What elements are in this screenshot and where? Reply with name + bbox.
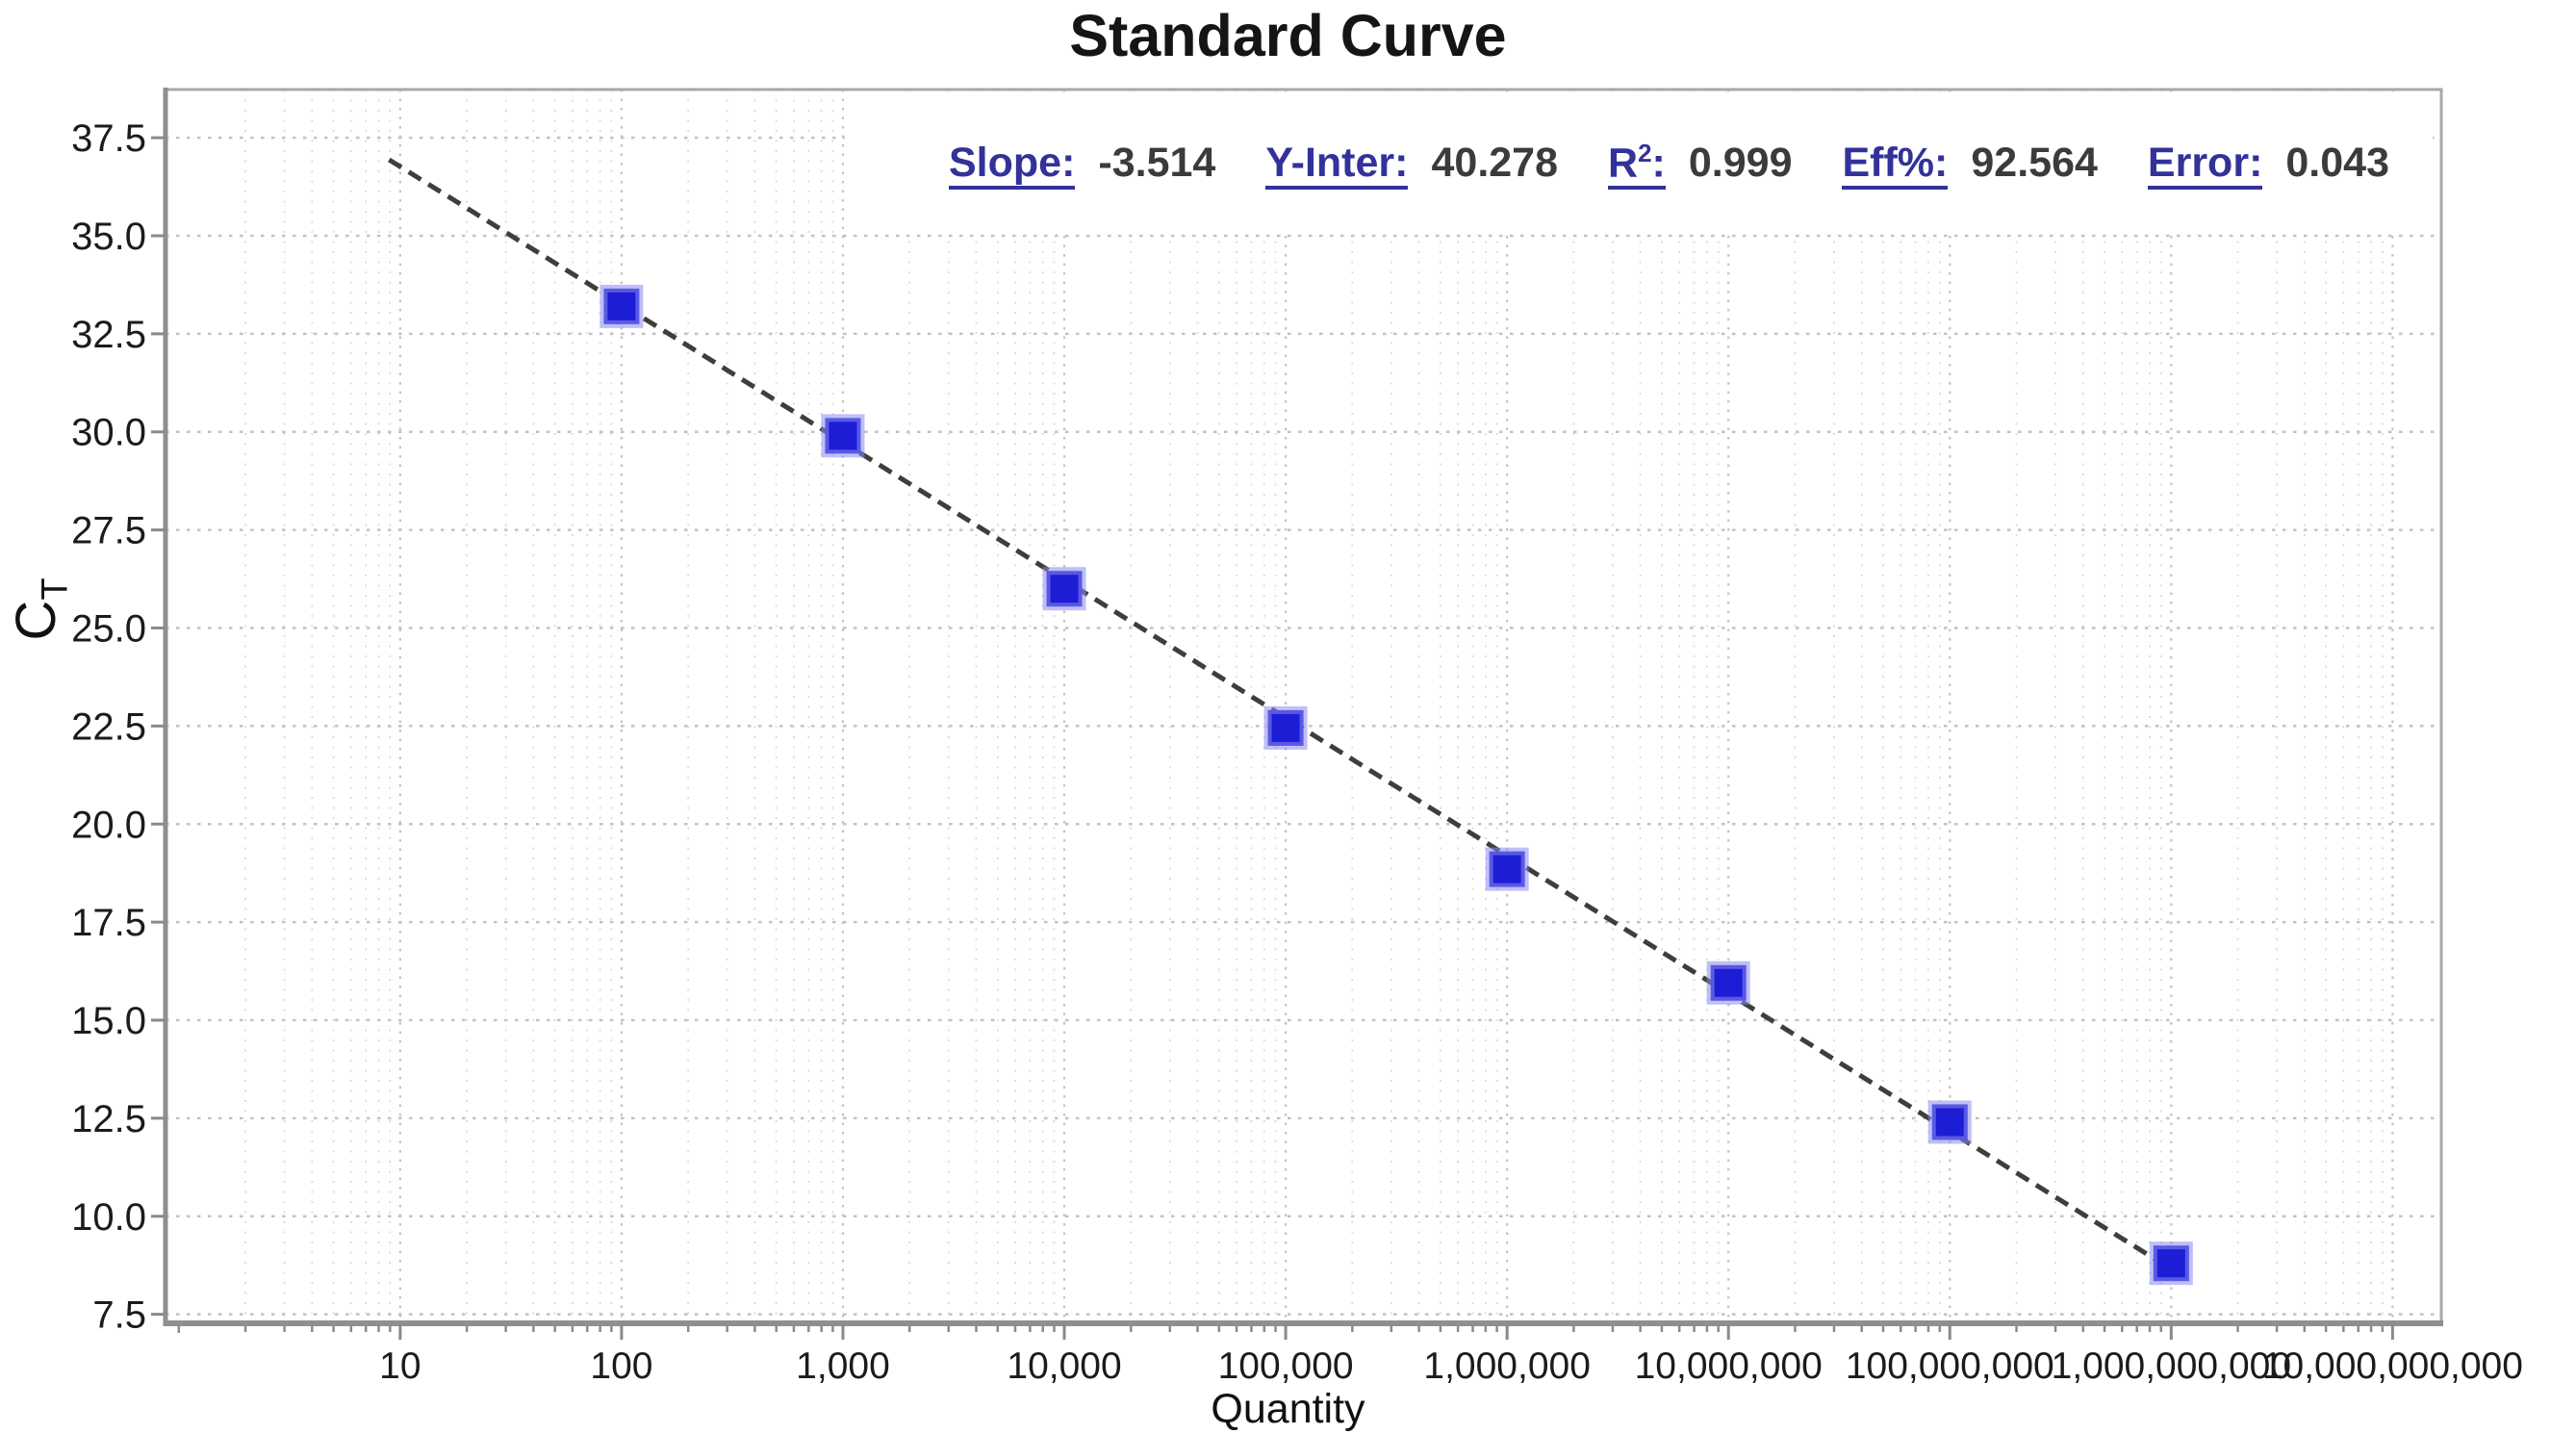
stat-pair: R2: 0.999 xyxy=(1608,139,1793,191)
x-axis-label: Quantity xyxy=(1211,1386,1365,1432)
y-tick-label: 30.0 xyxy=(71,412,146,454)
y-tick-label: 20.0 xyxy=(71,804,146,846)
data-point-marker xyxy=(1706,960,1750,1005)
stat-value: 40.278 xyxy=(1431,139,1559,186)
data-point-marker xyxy=(1042,567,1086,611)
stat-pair: Slope: -3.514 xyxy=(949,139,1216,191)
stat-value: 0.999 xyxy=(1688,139,1793,186)
y-tick-label: 37.5 xyxy=(71,117,146,160)
x-tick-label: 10,000,000,000 xyxy=(2262,1345,2523,1387)
stat-value: 0.043 xyxy=(2285,139,2389,186)
x-tick-label: 1,000,000 xyxy=(1423,1345,1591,1387)
chart-title: Standard Curve xyxy=(1069,3,1507,68)
data-point-marker xyxy=(599,284,644,328)
stat-pair: Error: 0.043 xyxy=(2147,139,2389,191)
y-tick-label: 22.5 xyxy=(71,705,146,748)
y-tick-label: 17.5 xyxy=(71,902,146,944)
stat-label: Y-Inter: xyxy=(1265,141,1409,191)
stat-label: Eff%: xyxy=(1842,141,1949,191)
data-point-marker xyxy=(1485,847,1529,891)
x-tick-label: 10,000,000 xyxy=(1635,1345,1823,1387)
y-axis-label-main: C xyxy=(5,600,67,641)
data-point-marker xyxy=(1263,705,1308,750)
y-axis-label: CT xyxy=(3,527,76,691)
x-tick-label: 100,000 xyxy=(1218,1345,1354,1387)
x-tick-label: 100,000,000 xyxy=(1846,1345,2054,1387)
x-tick-label: 1,000,000,000 xyxy=(2052,1345,2291,1387)
y-tick-label: 27.5 xyxy=(71,510,146,552)
x-tick-label: 1,000 xyxy=(796,1345,890,1387)
data-point-marker xyxy=(1927,1100,1972,1144)
stat-pair: Y-Inter: 40.278 xyxy=(1265,139,1559,191)
y-tick-label: 12.5 xyxy=(71,1098,146,1140)
stat-label: Slope: xyxy=(949,141,1076,191)
y-tick-label: 7.5 xyxy=(92,1294,146,1337)
y-tick-label: 10.0 xyxy=(71,1196,146,1239)
x-tick-label: 100 xyxy=(590,1345,652,1387)
regression-stats: Slope: -3.514 Y-Inter: 40.278 R2: 0.999 Eff%: 9… xyxy=(845,96,2433,233)
stat-label: R2: xyxy=(1608,140,1666,191)
stat-value: -3.514 xyxy=(1098,139,1216,186)
stat-pair: Eff%: 92.564 xyxy=(1842,139,2098,191)
y-tick-label: 32.5 xyxy=(71,314,146,356)
y-tick-label: 35.0 xyxy=(71,216,146,258)
x-tick-label: 10,000 xyxy=(1007,1345,1121,1387)
x-tick-label: 10 xyxy=(379,1345,421,1387)
data-point-marker xyxy=(821,414,865,458)
y-tick-label: 25.0 xyxy=(71,607,146,650)
y-axis-label-sub: T xyxy=(35,577,76,601)
data-point-marker xyxy=(2149,1242,2193,1286)
stat-value: 92.564 xyxy=(1971,139,2098,186)
y-tick-label: 15.0 xyxy=(71,1000,146,1042)
stat-label: Error: xyxy=(2147,141,2263,191)
